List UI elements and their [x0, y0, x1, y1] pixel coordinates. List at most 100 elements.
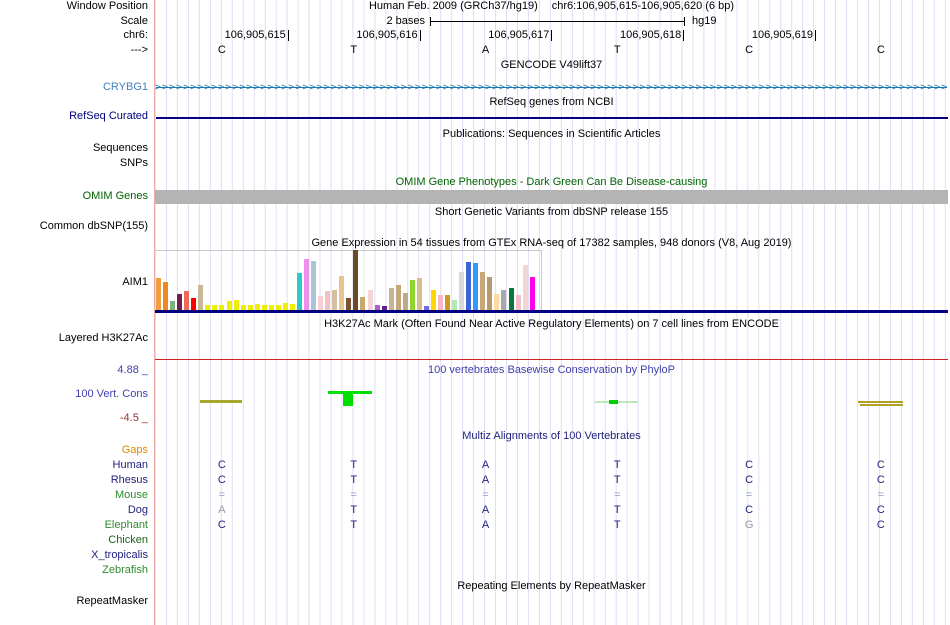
gtex-tissue-bar[interactable]: [501, 290, 507, 310]
gtex-tissue-bar[interactable]: [487, 277, 493, 310]
gtex-tissue-bar[interactable]: [198, 285, 204, 310]
gtex-tissue-bar[interactable]: [515, 295, 521, 310]
gtex-tissue-bar[interactable]: [156, 278, 161, 310]
gtex-tissue-bar[interactable]: [459, 272, 465, 310]
alignment-base-dog: A: [481, 504, 490, 516]
gtex-tissue-bar[interactable]: [219, 305, 225, 310]
gtex-tissue-bar[interactable]: [254, 304, 260, 310]
gtex-tissue-bar[interactable]: [494, 294, 500, 310]
gtex-tissue-bar[interactable]: [318, 296, 324, 310]
gtex-tissue-bar[interactable]: [423, 306, 429, 310]
track-label-gene-crybg1[interactable]: CRYBG1: [102, 81, 148, 93]
gtex-tissue-bar[interactable]: [304, 259, 310, 310]
gtex-tissue-bar[interactable]: [480, 272, 486, 310]
alignment-base-rhesus: C: [876, 474, 885, 486]
track-label-multiz-gaps[interactable]: Gaps: [121, 444, 148, 456]
gtex-tissue-bar[interactable]: [177, 294, 183, 310]
track-label-species-chicken[interactable]: Chicken: [108, 534, 148, 546]
gtex-tissue-bar[interactable]: [311, 261, 317, 310]
track-data-area[interactable]: Human Feb. 2009 (GRCh37/hg19) chr6:106,9…: [155, 0, 948, 625]
alignment-base-mouse: =: [877, 489, 885, 501]
alignment-base-elephant: T: [613, 519, 621, 531]
gtex-tissue-bar[interactable]: [282, 303, 288, 310]
h3k27ac-baseline[interactable]: [155, 359, 948, 360]
track-label-strand-direction[interactable]: --->: [130, 44, 148, 56]
gtex-tissue-bar[interactable]: [353, 250, 359, 310]
gtex-tissue-bar[interactable]: [438, 295, 443, 310]
gtex-tissue-bar[interactable]: [163, 282, 169, 310]
track-label-column: Window Position Scale chr6: ---> CRYBG1 RefSe…: [0, 0, 150, 625]
track-label-refseq-curated[interactable]: RefSeq Curated: [69, 110, 148, 122]
alignment-base-mouse: =: [218, 489, 226, 501]
gtex-tissue-bar[interactable]: [508, 288, 514, 310]
gtex-tissue-bar[interactable]: [402, 293, 408, 310]
gtex-tissue-bar[interactable]: [374, 305, 380, 310]
omim-gene-bar[interactable]: [155, 190, 948, 204]
track-label-sequences[interactable]: Sequences: [92, 142, 148, 154]
track-label-snps[interactable]: SNPs: [119, 157, 148, 169]
gtex-tissue-bar[interactable]: [339, 276, 345, 310]
gtex-tissue-bar[interactable]: [522, 265, 528, 310]
gtex-tissue-bar[interactable]: [445, 295, 451, 310]
dna-base: T: [350, 44, 358, 56]
track-label-layered-h3k27ac[interactable]: Layered H3K27Ac: [58, 332, 148, 344]
gtex-tissue-bar[interactable]: [297, 273, 302, 310]
gtex-tissue-bar[interactable]: [191, 298, 197, 310]
gtex-tissue-bar[interactable]: [360, 297, 366, 310]
gtex-tissue-bar[interactable]: [430, 290, 436, 310]
gtex-tissue-bar[interactable]: [170, 301, 176, 310]
gtex-tissue-bar[interactable]: [247, 305, 253, 310]
gtex-tissue-bar[interactable]: [240, 305, 246, 310]
crybg1-gene-strand-arrows[interactable]: >>>>>>>>>>>>>>>>>>>>>>>>>>>>>>>>>>>>>>>>…: [155, 82, 948, 93]
track-label-repeatmasker[interactable]: RepeatMasker: [76, 595, 148, 607]
gtex-tissue-bar[interactable]: [332, 290, 338, 310]
track-label-chromosome[interactable]: chr6:: [123, 29, 148, 41]
track-label-species-human[interactable]: Human: [112, 459, 148, 471]
track-label-species-dog[interactable]: Dog: [127, 504, 148, 516]
alignment-base-human: A: [481, 459, 490, 471]
track-label-cons-max[interactable]: 4.88 _: [117, 364, 148, 376]
gtex-tissue-bar[interactable]: [289, 304, 295, 310]
gtex-tissue-bar[interactable]: [275, 305, 281, 310]
gtex-tissue-bar[interactable]: [388, 288, 394, 310]
gtex-tissue-bar[interactable]: [529, 277, 535, 310]
phylop-positive-line: [328, 391, 372, 394]
gtex-tissue-bar[interactable]: [409, 280, 415, 310]
track-label-omim-genes[interactable]: OMIM Genes: [82, 190, 148, 202]
gtex-tissue-bar[interactable]: [212, 305, 218, 310]
gtex-tissue-bar[interactable]: [466, 262, 472, 310]
track-label-species-xtropicalis[interactable]: X_tropicalis: [91, 549, 148, 561]
gtex-tissue-bar[interactable]: [184, 291, 190, 310]
refseq-gene-line[interactable]: [156, 117, 948, 119]
track-label-gene-aim1[interactable]: AIM1: [122, 276, 148, 288]
gtex-tissue-bar[interactable]: [205, 305, 211, 310]
title-publications: Publications: Sequences in Scientific Ar…: [442, 128, 661, 140]
gtex-tissue-bar[interactable]: [367, 290, 373, 310]
gtex-tissue-bar[interactable]: [416, 278, 422, 310]
gtex-tissue-bar[interactable]: [233, 300, 239, 310]
track-label-scale[interactable]: Scale: [120, 15, 148, 27]
gtex-tissue-bar[interactable]: [381, 306, 387, 310]
gtex-tissue-bar[interactable]: [226, 301, 232, 310]
track-label-cons-track[interactable]: 100 Vert. Cons: [75, 388, 148, 400]
gtex-tissue-bar[interactable]: [268, 305, 274, 310]
track-label-species-rhesus[interactable]: Rhesus: [110, 474, 148, 486]
track-label-species-zebrafish[interactable]: Zebrafish: [102, 564, 148, 576]
alignment-base-dog: C: [745, 504, 754, 516]
gtex-tissue-bar[interactable]: [261, 305, 267, 310]
alignment-base-rhesus: C: [217, 474, 226, 486]
track-label-species-elephant[interactable]: Elephant: [104, 519, 148, 531]
alignment-base-human: T: [613, 459, 621, 471]
gtex-tissue-bar[interactable]: [346, 298, 352, 310]
track-label-cons-min[interactable]: -4.5 _: [119, 412, 148, 424]
track-label-window-position[interactable]: Window Position: [66, 0, 148, 12]
track-label-common-dbsnp[interactable]: Common dbSNP(155): [39, 220, 148, 232]
gtex-tissue-bar[interactable]: [473, 263, 479, 310]
gtex-tissue-bar[interactable]: [452, 300, 458, 310]
gtex-tissue-bar[interactable]: [325, 291, 331, 310]
alignment-base-dog: C: [876, 504, 885, 516]
gtex-tissue-bar[interactable]: [395, 285, 401, 310]
title-gtex: Gene Expression in 54 tissues from GTEx …: [311, 237, 792, 249]
track-label-species-mouse[interactable]: Mouse: [114, 489, 148, 501]
ruler-number: 106,905,617: [488, 29, 550, 41]
